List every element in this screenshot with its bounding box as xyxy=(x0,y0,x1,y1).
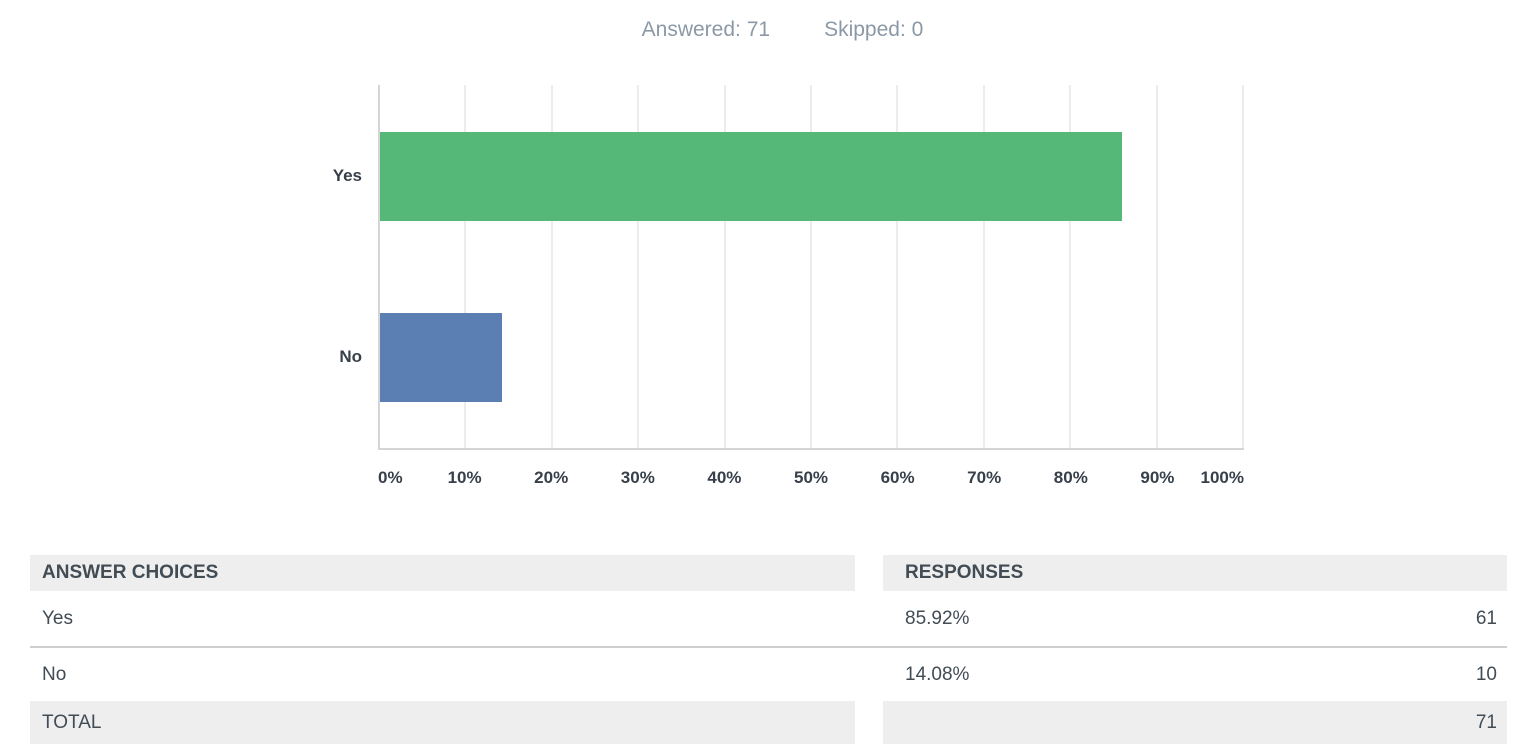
column-gap xyxy=(855,555,883,591)
col-header-answer-choices: ANSWER CHOICES xyxy=(30,555,855,591)
column-gap xyxy=(855,701,883,744)
category-label-no: No xyxy=(339,347,362,366)
x-tick-60: 60% xyxy=(880,468,915,487)
bar-yes[interactable] xyxy=(380,132,1123,221)
gridline xyxy=(550,85,553,448)
response-percent: 85.92% xyxy=(905,607,970,629)
x-tick-0: 0% xyxy=(378,468,403,487)
gridline xyxy=(896,85,899,448)
responses-header-label: RESPONSES xyxy=(905,562,1024,583)
results-table: ANSWER CHOICES RESPONSES Yes 85.92% 61 N… xyxy=(30,555,1507,744)
x-tick-70: 70% xyxy=(967,468,1002,487)
response-count: 10 xyxy=(1475,663,1497,685)
x-tick-90: 90% xyxy=(1140,468,1175,487)
col-header-responses: RESPONSES xyxy=(883,555,1507,591)
response-percent: 14.08% xyxy=(905,663,970,685)
skipped-count: Skipped: 0 xyxy=(824,18,924,41)
gridline xyxy=(464,85,467,448)
answer-choice-label: No xyxy=(42,663,67,685)
total-label: TOTAL xyxy=(30,701,855,744)
x-tick-30: 30% xyxy=(620,468,655,487)
gridline xyxy=(810,85,812,448)
table-total-row: TOTAL 71 xyxy=(30,701,1507,744)
gridline xyxy=(1155,85,1158,448)
table-row: Yes 85.92% 61 xyxy=(30,591,1507,648)
gridline xyxy=(637,85,640,448)
gridline xyxy=(723,85,726,448)
x-tick-20: 20% xyxy=(534,468,569,487)
stats-header: Answered: 71 Skipped: 0 xyxy=(0,18,1517,42)
response-count: 61 xyxy=(1475,607,1497,629)
answer-choice-label: Yes xyxy=(42,607,73,629)
table-header-row: ANSWER CHOICES RESPONSES xyxy=(30,555,1507,591)
column-gap xyxy=(855,591,883,646)
category-label-yes: Yes xyxy=(332,166,362,185)
gridline xyxy=(1242,85,1244,448)
answered-count: Answered: 71 xyxy=(641,18,771,41)
x-axis: 0% 10% 20% 30% 40% 50% 60% 70% 80% 90% 1… xyxy=(378,466,1244,490)
x-tick-100: 100% xyxy=(1200,468,1244,487)
x-tick-50: 50% xyxy=(793,468,829,487)
x-tick-40: 40% xyxy=(707,468,742,487)
bar-no[interactable] xyxy=(380,313,502,402)
x-tick-80: 80% xyxy=(1053,468,1088,487)
gridline xyxy=(982,85,985,448)
x-tick-10: 10% xyxy=(447,468,482,487)
chart-plot-area: Yes No xyxy=(333,85,1244,450)
table-row: No 14.08% 10 xyxy=(30,648,1507,701)
gridline xyxy=(1069,85,1072,448)
total-count: 71 xyxy=(1475,711,1497,733)
column-gap xyxy=(855,648,883,701)
